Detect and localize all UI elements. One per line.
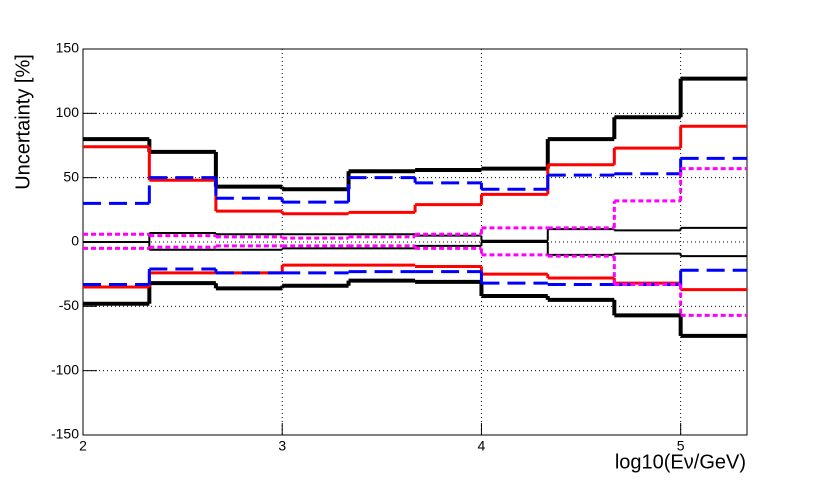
y-tick-label: 150 <box>56 40 80 56</box>
x-axis-title: log10(Eν/GeV) <box>615 451 746 473</box>
y-tick-label: -100 <box>51 361 79 377</box>
x-tick-label: 3 <box>278 438 286 454</box>
y-tick-label: -150 <box>51 426 79 442</box>
y-tick-label: 0 <box>71 233 79 249</box>
x-tick-label: 2 <box>79 438 87 454</box>
y-tick-label: 50 <box>63 168 79 184</box>
y-axis-title: Uncertainty [%] <box>12 54 34 190</box>
y-tick-label: -50 <box>59 297 79 313</box>
y-tick-label: 100 <box>56 104 80 120</box>
x-tick-label: 5 <box>677 438 685 454</box>
x-tick-label: 4 <box>478 438 486 454</box>
